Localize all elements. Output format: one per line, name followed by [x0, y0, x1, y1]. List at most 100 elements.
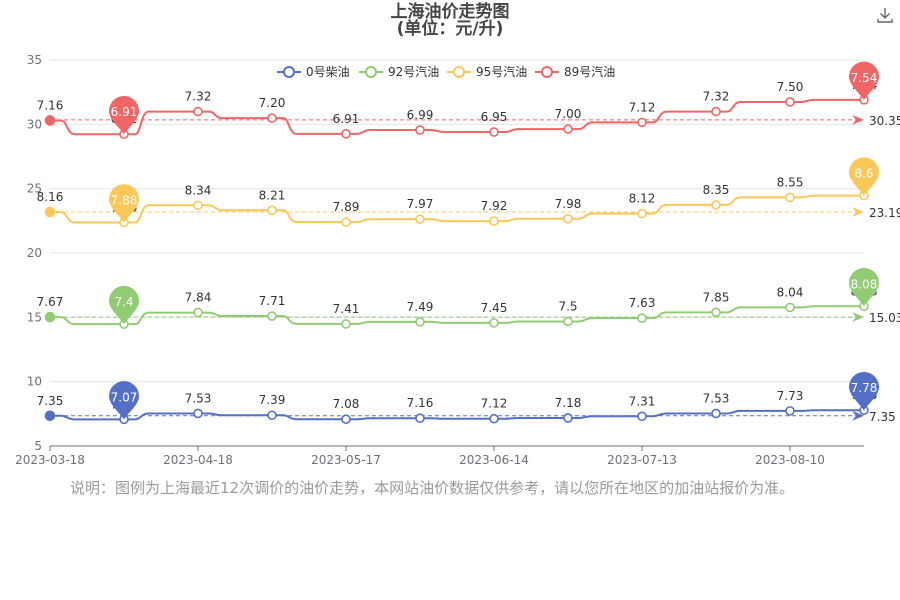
data-point	[711, 408, 721, 419]
data-point	[415, 125, 425, 135]
x-tick-label: 2023-08-10	[755, 453, 825, 467]
chart-note: 说明：图例为上海最近12次调价的油价走势，本网站油价数据仅供参考，请以您所在地区…	[70, 479, 795, 497]
series-line	[50, 98, 864, 136]
pin-marker	[109, 184, 139, 223]
pin-marker	[109, 285, 139, 325]
data-point	[563, 413, 573, 423]
download-icon[interactable]	[876, 6, 894, 24]
data-point	[489, 127, 499, 137]
data-point	[44, 115, 56, 126]
data-label: 8.34	[185, 183, 212, 197]
average-label: 30.35	[869, 114, 900, 128]
data-point	[785, 302, 795, 313]
legend-label: 95号汽油	[476, 64, 527, 79]
data-label: 7.71	[259, 294, 286, 308]
data-label: 7.32	[703, 90, 730, 104]
data-point	[341, 414, 351, 425]
chart-title-text: 上海油价走势图	[390, 2, 510, 22]
data-label: 6.95	[481, 110, 508, 124]
average-label: 23.19	[869, 206, 900, 220]
data-point	[415, 317, 425, 327]
chart-title: 上海油价走势图 (单位：元/升)	[0, 4, 900, 38]
y-tick-label: 20	[27, 246, 42, 260]
data-point	[44, 410, 56, 422]
data-label: 7.92	[481, 199, 508, 213]
legend-label: 0号柴油	[306, 65, 350, 79]
pin-marker	[109, 95, 139, 135]
data-label: 7.53	[703, 391, 730, 405]
data-point	[415, 214, 425, 224]
x-tick-label: 2023-07-13	[607, 453, 677, 467]
y-tick-label: 35	[27, 53, 42, 67]
average-arrow	[852, 311, 864, 322]
data-point	[637, 313, 647, 323]
data-label: 7.73	[777, 389, 804, 403]
data-point	[267, 205, 277, 216]
data-point	[637, 208, 647, 219]
data-label: 7.97	[407, 197, 434, 211]
average-arrow	[852, 206, 864, 217]
average-arrow	[852, 114, 864, 125]
legend-item[interactable]: 89号汽油	[535, 64, 615, 79]
data-label: 7.16	[407, 396, 434, 410]
legend-symbol	[453, 66, 465, 78]
pin-marker	[849, 371, 879, 411]
data-point	[44, 311, 56, 323]
chart-subtitle: (单位：元/升)	[396, 19, 504, 39]
pin-label: 8.6	[854, 167, 873, 181]
data-point	[711, 106, 721, 117]
data-label: 8.16	[37, 190, 64, 204]
data-label: 6.99	[407, 108, 434, 122]
average-label: 15.03	[869, 311, 900, 325]
data-label: 7.67	[37, 295, 64, 309]
data-point	[193, 408, 203, 419]
average-label: 7.35	[869, 410, 896, 424]
pin-label: 7.54	[851, 71, 878, 85]
legend-item[interactable]: 92号汽油	[359, 64, 439, 79]
data-point	[785, 406, 795, 416]
pin-label: 7.07	[111, 390, 138, 404]
data-point	[341, 129, 351, 139]
data-label: 8.04	[777, 285, 804, 299]
data-point	[267, 410, 277, 421]
x-tick-label: 2023-05-17	[311, 453, 381, 467]
data-label: 8.35	[703, 183, 730, 197]
pin-label: 8.08	[851, 277, 878, 291]
data-label: 8.12	[629, 192, 656, 206]
average-arrow	[852, 410, 864, 421]
y-tick-label: 15	[27, 310, 42, 324]
data-point	[637, 117, 647, 128]
data-label: 7.18	[555, 396, 582, 410]
data-label: 6.91	[333, 112, 360, 126]
data-label: 7.5	[558, 299, 577, 313]
data-label: 7.31	[629, 394, 656, 408]
data-label: 7.00	[555, 107, 582, 121]
data-label: 7.20	[259, 96, 286, 110]
data-point	[193, 106, 203, 117]
legend-item[interactable]: 95号汽油	[447, 64, 527, 79]
data-point	[489, 318, 499, 328]
data-label: 7.12	[629, 100, 656, 114]
legend-label: 92号汽油	[388, 64, 439, 79]
pin-marker	[849, 61, 879, 100]
series-line	[50, 305, 864, 326]
data-label: 7.49	[407, 300, 434, 314]
legend-symbol	[365, 66, 377, 78]
x-tick-label: 2023-03-18	[15, 453, 85, 467]
data-point	[193, 200, 203, 211]
x-tick-label: 2023-06-14	[459, 453, 529, 467]
data-label: 7.50	[777, 80, 804, 94]
legend-item[interactable]: 0号柴油	[277, 65, 350, 79]
data-label: 7.08	[333, 397, 360, 411]
y-tick-label: 30	[27, 117, 42, 131]
series-line	[50, 194, 864, 224]
data-point	[711, 200, 721, 210]
data-label: 7.53	[185, 391, 212, 405]
data-label: 7.35	[37, 394, 64, 408]
pin-label: 6.91	[111, 105, 138, 119]
legend-symbol	[541, 66, 553, 78]
pin-marker	[109, 381, 139, 420]
data-label: 8.55	[777, 175, 804, 189]
data-label: 7.16	[37, 98, 64, 112]
data-point	[193, 307, 203, 318]
